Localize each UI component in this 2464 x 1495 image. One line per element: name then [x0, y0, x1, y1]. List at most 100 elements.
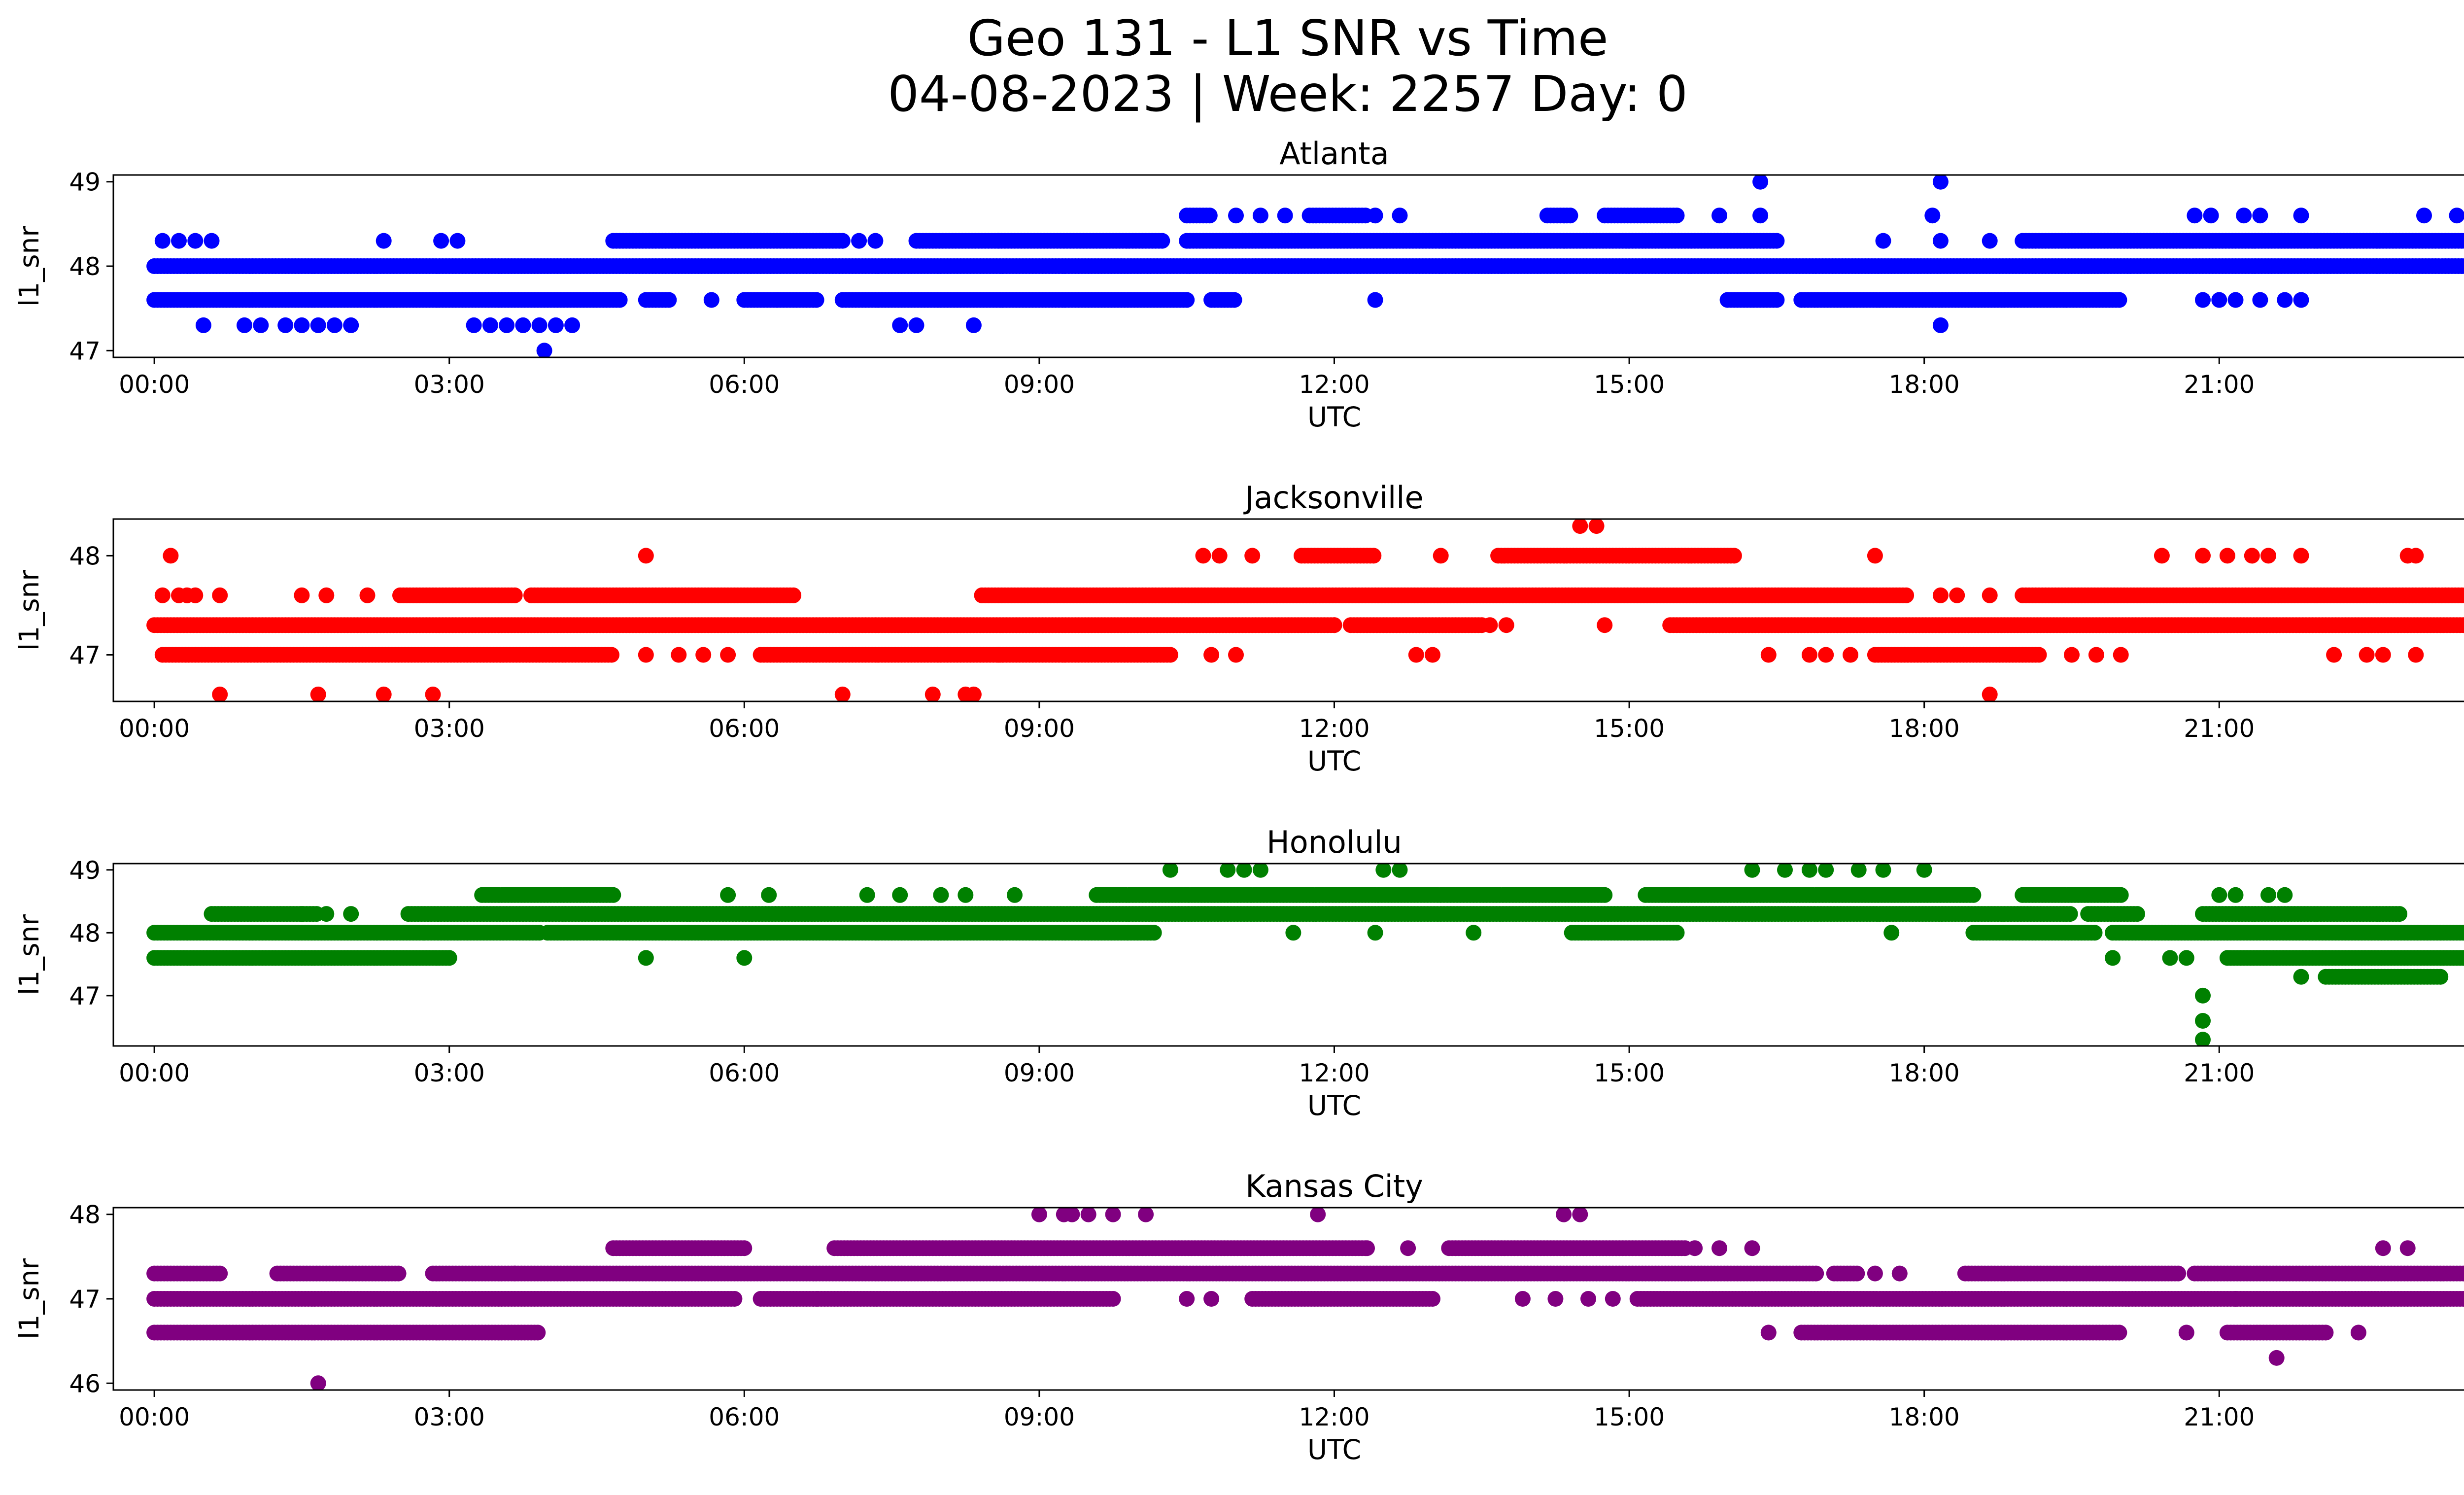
data-point — [2227, 292, 2244, 308]
data-point — [1597, 617, 1613, 633]
data-point — [2031, 647, 2047, 663]
data-point — [536, 343, 552, 357]
y-tick-label: 48 — [69, 252, 101, 281]
y-tick-label: 49 — [69, 168, 101, 197]
data-point — [2195, 548, 2211, 564]
data-point — [1932, 317, 1949, 333]
data-point — [1818, 647, 1834, 663]
data-point — [1244, 548, 1261, 564]
data-point — [359, 587, 376, 603]
x-tick-label: 15:00 — [1594, 370, 1665, 399]
data-point — [2293, 208, 2309, 224]
y-tick-label: 48 — [69, 542, 101, 570]
data-point — [2187, 208, 2203, 224]
data-point — [834, 233, 851, 249]
data-point — [2087, 925, 2103, 941]
data-point — [1367, 292, 1383, 308]
data-point — [1252, 208, 1268, 224]
data-point — [1982, 233, 1998, 249]
data-point — [1326, 617, 1342, 633]
y-axis-label: l1_snr — [13, 570, 45, 651]
data-point — [2111, 292, 2127, 308]
data-point — [515, 317, 531, 333]
data-point — [965, 686, 982, 701]
data-point — [171, 233, 187, 249]
data-point — [1669, 925, 1685, 941]
x-tick-label: 06:00 — [709, 370, 780, 399]
data-point — [2260, 548, 2276, 564]
data-point — [638, 647, 654, 663]
data-point — [277, 317, 294, 333]
data-point — [195, 317, 211, 333]
data-point — [769, 292, 785, 308]
data-point — [310, 686, 326, 701]
x-axis-label: UTC — [1307, 401, 1361, 433]
data-point — [990, 647, 1006, 663]
data-point — [1932, 233, 1949, 249]
data-point — [695, 647, 712, 663]
data-point — [2460, 259, 2464, 273]
data-point — [2113, 647, 2129, 663]
data-point — [2375, 647, 2391, 663]
data-point — [1982, 587, 1998, 603]
data-point — [187, 233, 204, 249]
data-point — [2129, 906, 2145, 922]
data-point — [2416, 208, 2432, 224]
data-point — [1498, 617, 1514, 633]
data-point — [2277, 292, 2293, 308]
data-point — [376, 233, 392, 249]
data-point — [720, 647, 736, 663]
x-axis-label: UTC — [1307, 745, 1361, 777]
data-point — [499, 317, 515, 333]
data-point — [1211, 548, 1228, 564]
x-tick-label: 15:00 — [1594, 714, 1665, 743]
x-tick-label: 03:00 — [414, 714, 485, 743]
data-point — [2459, 618, 2464, 633]
data-point — [1867, 548, 1883, 564]
data-point — [1572, 519, 1588, 534]
data-point — [661, 292, 677, 308]
x-tick-label: 21:00 — [2184, 714, 2255, 743]
data-point — [187, 587, 204, 603]
data-point — [1726, 548, 1742, 564]
data-point — [482, 317, 498, 333]
x-tick-label: 18:00 — [1889, 714, 1960, 743]
data-point — [703, 292, 719, 308]
data-point — [671, 647, 687, 663]
data-point — [605, 887, 621, 903]
data-point — [1769, 292, 1785, 308]
data-point — [2449, 208, 2464, 224]
x-tick-label: 09:00 — [1004, 370, 1075, 399]
data-point — [1195, 548, 1211, 564]
data-point — [2088, 647, 2104, 663]
data-point — [2244, 548, 2260, 564]
data-point — [2408, 647, 2424, 663]
data-point — [1711, 208, 1727, 224]
x-tick-label: 18:00 — [1889, 370, 1960, 399]
data-point — [1760, 647, 1777, 663]
data-point — [2211, 292, 2227, 308]
data-point — [851, 233, 867, 249]
data-point — [612, 292, 628, 308]
data-point — [294, 587, 310, 603]
data-point — [212, 587, 228, 603]
data-point — [507, 587, 523, 603]
data-point — [1408, 647, 1424, 663]
data-point — [1982, 686, 1998, 701]
data-point — [2359, 647, 2375, 663]
data-point — [2236, 208, 2252, 224]
data-point — [990, 233, 1006, 249]
data-point — [376, 686, 392, 701]
data-point — [204, 233, 220, 249]
data-point — [834, 686, 851, 701]
x-tick-label: 12:00 — [1299, 370, 1369, 399]
data-point — [2203, 208, 2219, 224]
data-point — [310, 317, 326, 333]
figure-title-line-1: Geo 131 - L1 SNR vs Time — [967, 9, 1608, 67]
data-point — [212, 686, 228, 701]
data-point — [786, 587, 802, 603]
subplot-title: Honolulu — [1266, 824, 1402, 860]
